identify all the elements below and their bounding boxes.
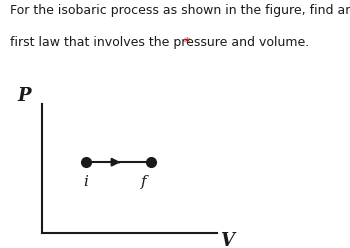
Text: For the isobaric process as shown in the figure, find an expression for the: For the isobaric process as shown in the… (10, 4, 350, 17)
Text: *: * (184, 36, 190, 49)
Text: P: P (18, 88, 31, 105)
Text: V: V (220, 232, 234, 248)
Text: i: i (83, 175, 88, 189)
Text: first law that involves the pressure and volume.: first law that involves the pressure and… (10, 36, 314, 49)
Text: f: f (141, 175, 146, 189)
